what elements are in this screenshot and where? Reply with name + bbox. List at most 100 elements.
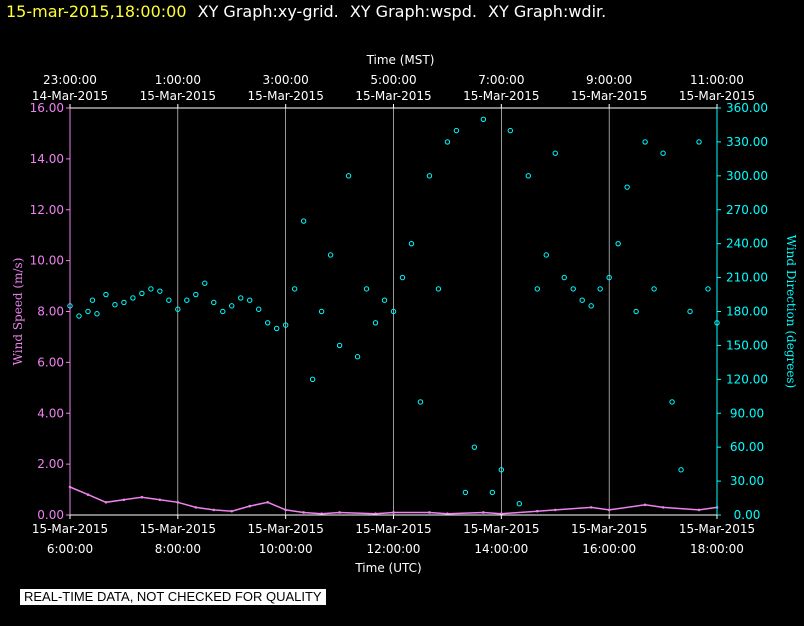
wdir-point — [444, 139, 451, 145]
top-tick-time: 9:00:00 — [586, 73, 632, 87]
graph-title: 15-mar-2015,18:00:00 XY Graph:xy-grid. X… — [6, 2, 606, 21]
wdir-point — [354, 354, 361, 360]
wdir-point — [85, 308, 91, 315]
bottom-tick-date: 15-Mar-2015 — [463, 522, 539, 536]
wdir-point — [193, 291, 199, 298]
bottom-tick-date: 15-Mar-2015 — [140, 522, 216, 536]
graph-title-wspd: XY Graph:wspd. — [349, 2, 477, 21]
wdir-point — [588, 303, 594, 309]
wdir-point — [435, 286, 442, 292]
wdir-point — [309, 376, 316, 383]
wdir-point — [372, 320, 379, 326]
wdir-point — [471, 444, 478, 450]
bottom-tick-date: 15-Mar-2015 — [679, 522, 755, 536]
wdir-point — [130, 295, 136, 301]
wdir-point — [94, 311, 100, 317]
wdir-point — [399, 274, 406, 281]
left-tick-label: 4.00 — [37, 406, 64, 420]
right-tick-label: 360.00 — [726, 101, 768, 115]
wdir-point — [624, 184, 630, 190]
wdir-point — [175, 306, 181, 312]
right-tick-label: 210.00 — [726, 271, 768, 285]
wdir-point — [291, 286, 298, 292]
wdir-point — [678, 467, 684, 473]
wdir-point — [615, 240, 621, 247]
wdir-point — [148, 286, 154, 292]
wdir-point — [525, 173, 531, 179]
wdir-point — [543, 252, 549, 258]
wdir-point — [256, 306, 262, 312]
wdir-point — [660, 150, 666, 156]
top-tick-date: 15-Mar-2015 — [355, 89, 431, 103]
quality-banner: REAL-TIME DATA, NOT CHECKED FOR QUALITY — [20, 589, 326, 605]
wdir-point — [552, 150, 558, 156]
bottom-tick-date: 15-Mar-2015 — [32, 522, 108, 536]
right-tick-label: 30.00 — [730, 474, 764, 488]
wdir-point — [534, 286, 540, 292]
wdir-point — [211, 299, 217, 306]
top-tick-time: 7:00:00 — [478, 73, 524, 87]
top-tick-date: 15-Mar-2015 — [140, 89, 216, 103]
wdir-point — [318, 308, 325, 315]
top-tick-time: 11:00:00 — [690, 73, 744, 87]
wdir-point — [76, 313, 82, 319]
wdir-point — [498, 467, 505, 473]
left-tick-label: 6.00 — [37, 355, 64, 369]
wdir-point — [345, 173, 352, 179]
right-tick-label: 120.00 — [726, 372, 768, 386]
bottom-tick-date: 15-Mar-2015 — [571, 522, 647, 536]
wdir-point — [669, 399, 675, 405]
bottom-tick-time: 6:00:00 — [47, 542, 93, 556]
bottom-tick-date: 15-Mar-2015 — [247, 522, 323, 536]
graph-title-wdir: XY Graph:wdir. — [488, 2, 607, 21]
wdir-point — [381, 297, 388, 303]
left-tick-label: 12.00 — [30, 203, 64, 217]
wdir-point — [157, 288, 163, 294]
bottom-tick-time: 16:00:00 — [582, 542, 636, 556]
left-axis-title: Wind Speed (m/s) — [11, 258, 25, 366]
right-tick-label: 150.00 — [726, 338, 768, 352]
left-tick-label: 14.00 — [30, 152, 64, 166]
wdir-point — [247, 297, 253, 303]
top-tick-time: 5:00:00 — [370, 73, 416, 87]
wdir-point — [220, 308, 226, 315]
right-tick-label: 0.00 — [734, 508, 761, 522]
wdir-point — [426, 173, 433, 179]
wdir-point — [229, 303, 235, 309]
wdir-point — [363, 286, 370, 292]
left-tick-label: 0.00 — [37, 508, 64, 522]
right-tick-label: 90.00 — [730, 406, 764, 420]
top-tick-date: 15-Mar-2015 — [679, 89, 755, 103]
bottom-tick-time: 14:00:00 — [474, 542, 528, 556]
left-tick-label: 16.00 — [30, 101, 64, 115]
wdir-point — [390, 308, 397, 315]
wdir-point — [705, 286, 711, 292]
left-tick-label: 2.00 — [37, 457, 64, 471]
top-tick-time: 23:00:00 — [43, 73, 97, 87]
wdir-point — [579, 297, 585, 303]
bottom-tick-time: 12:00:00 — [367, 542, 421, 556]
top-tick-time: 1:00:00 — [155, 73, 201, 87]
wdir-point — [112, 302, 118, 308]
wdir-point — [408, 240, 415, 247]
right-tick-label: 240.00 — [726, 237, 768, 251]
wdir-point — [606, 274, 612, 281]
wdir-point — [480, 116, 487, 123]
top-tick-date: 14-Mar-2015 — [32, 89, 108, 103]
wdir-point — [489, 489, 496, 496]
right-axis-title: Wind Direction (degrees) — [784, 235, 798, 389]
bottom-axis-title: Time (UTC) — [354, 561, 421, 575]
wdir-point — [570, 286, 576, 292]
left-tick-label: 10.00 — [30, 254, 64, 268]
wdir-point — [642, 139, 648, 145]
bottom-tick-time: 10:00:00 — [259, 542, 313, 556]
right-tick-label: 180.00 — [726, 305, 768, 319]
top-tick-time: 3:00:00 — [263, 73, 309, 87]
wdir-point — [139, 290, 145, 297]
wdir-point — [282, 322, 289, 328]
wdir-point — [166, 297, 172, 303]
left-tick-label: 8.00 — [37, 305, 64, 319]
graph-title-xy-grid: XY Graph:xy-grid. — [197, 2, 339, 21]
wspd-line — [69, 486, 718, 515]
